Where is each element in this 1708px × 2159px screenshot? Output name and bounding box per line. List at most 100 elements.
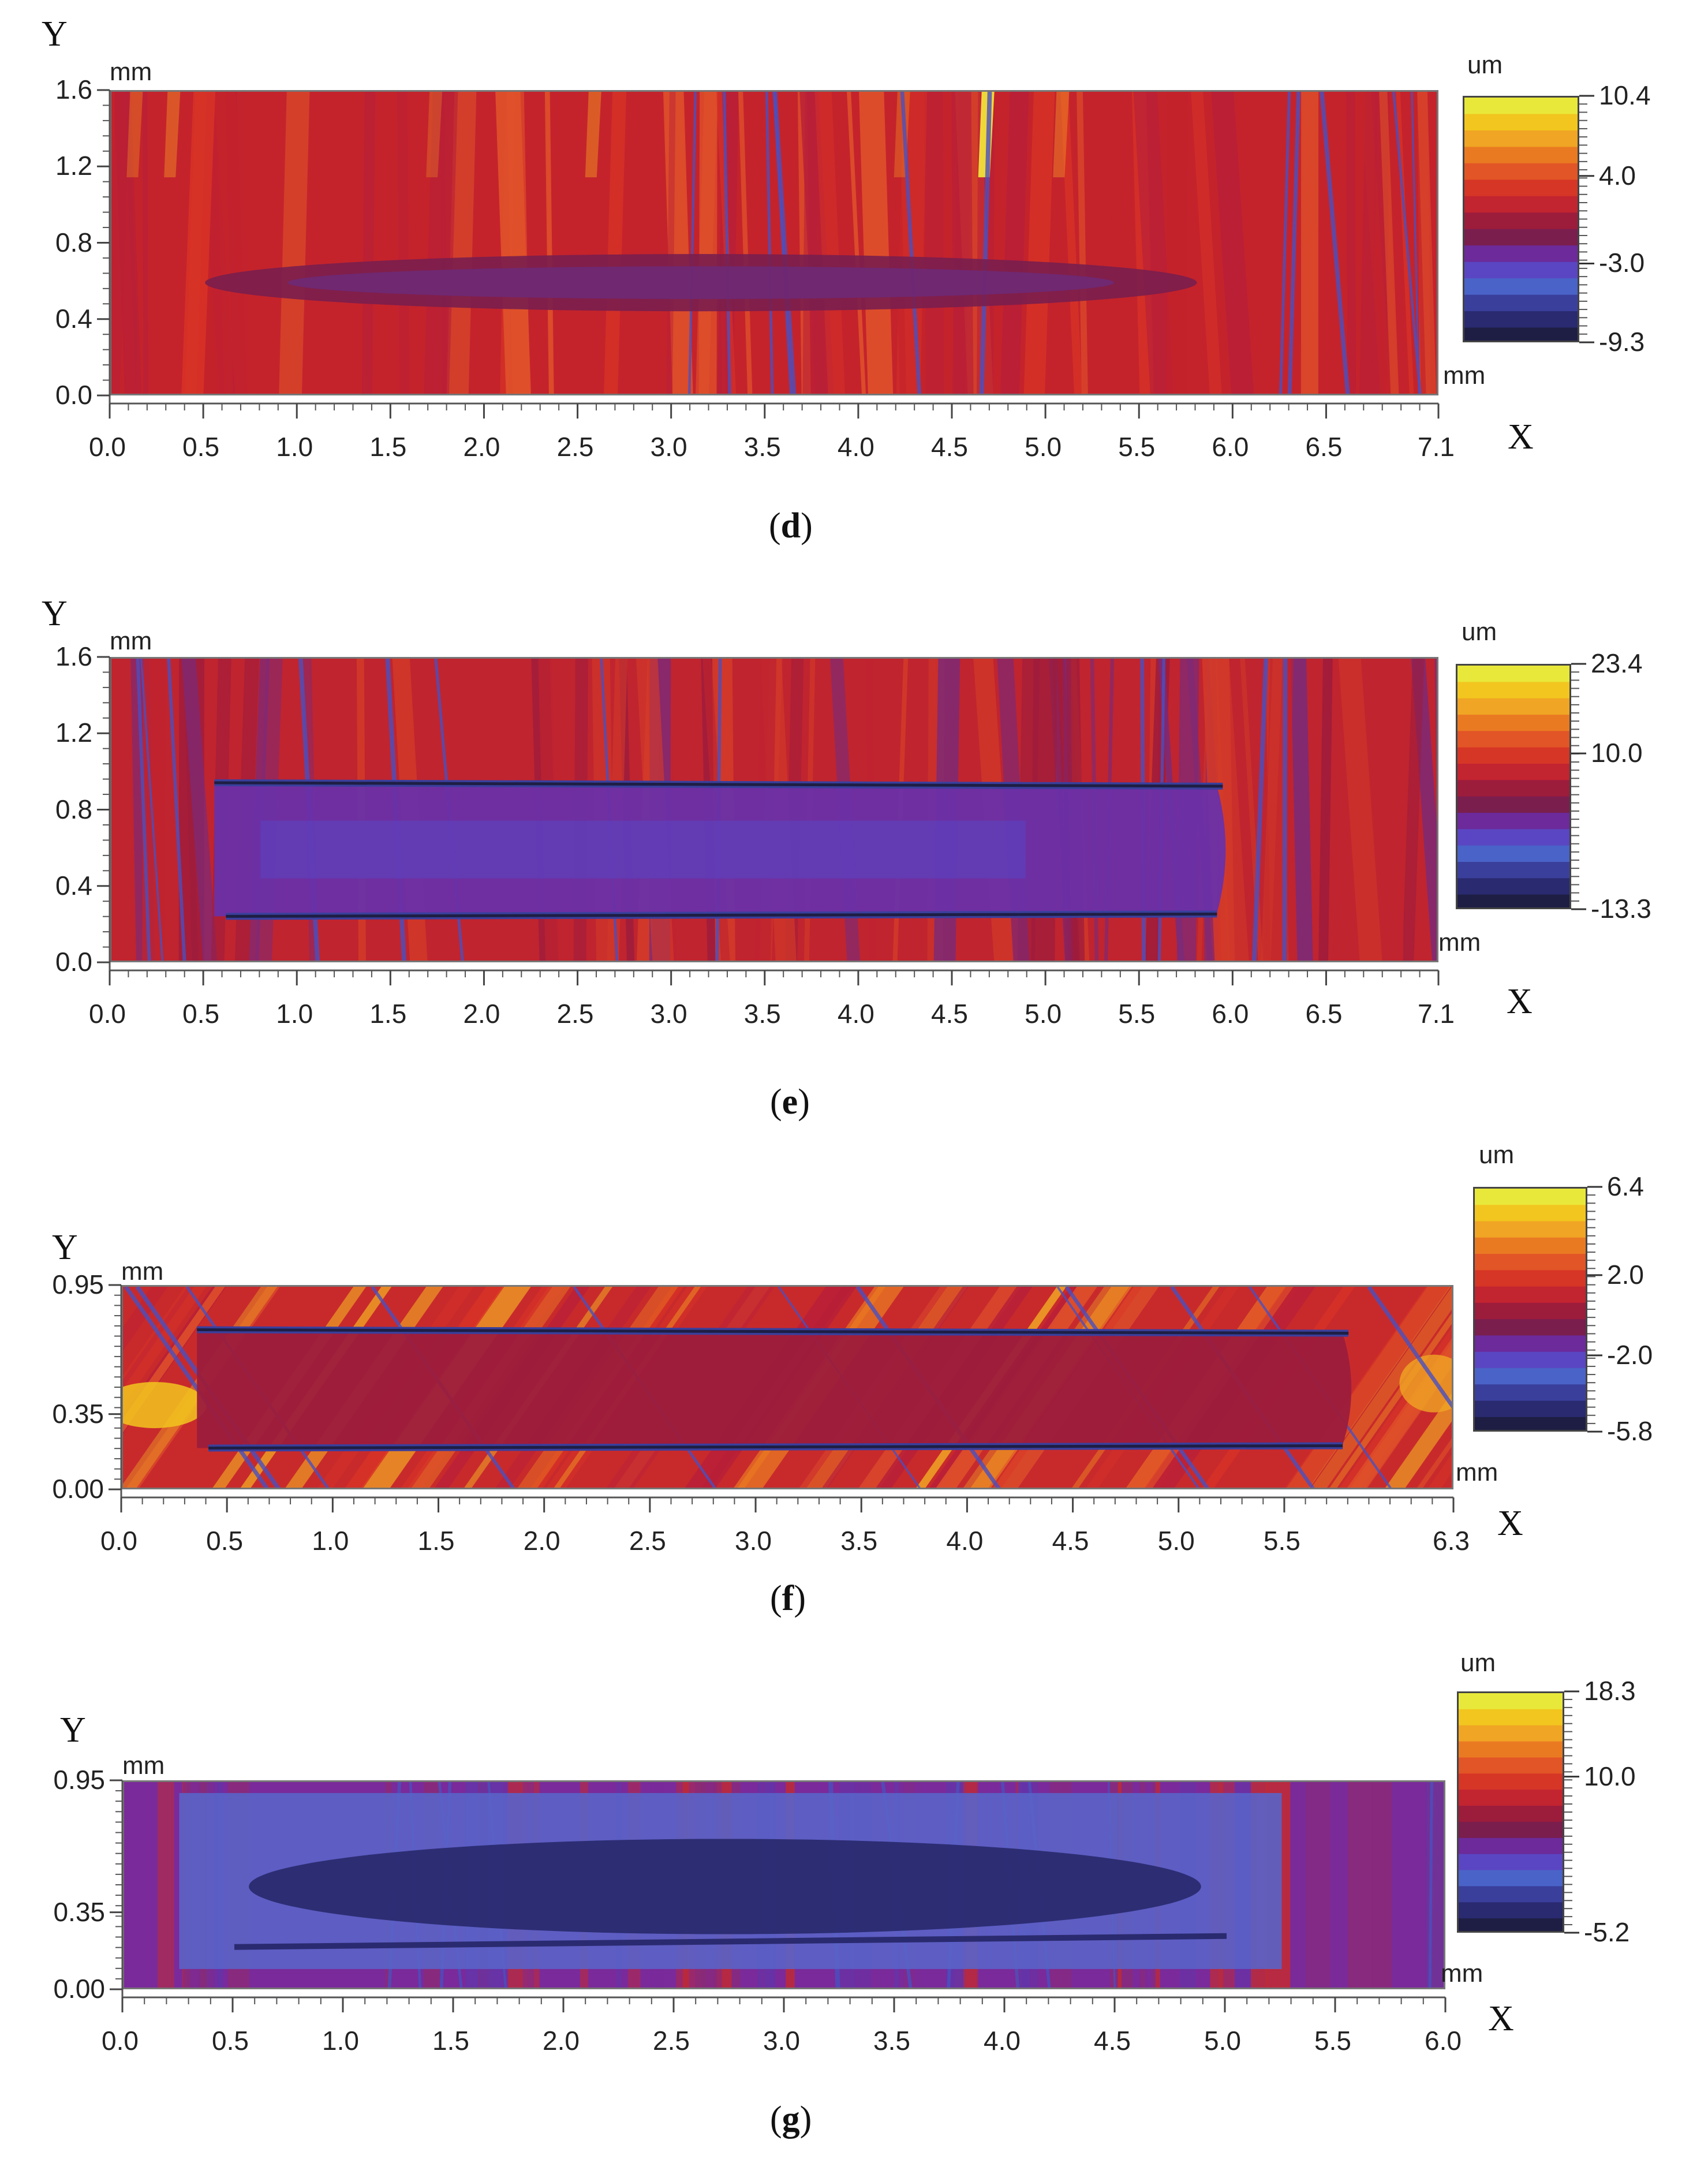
groove-region (197, 1329, 1352, 1448)
colorbar-tick-label: 10.4 (1599, 80, 1651, 110)
colorbar-band (1459, 1837, 1563, 1855)
x-tick-label: 0.5 (182, 432, 220, 462)
surface-streak (1077, 92, 1088, 394)
surface-streak (1191, 92, 1222, 394)
y-tick-label: 0.35 (52, 1398, 104, 1429)
y-tick-label: 0.0 (55, 947, 92, 977)
colorbar-band (1475, 1351, 1586, 1369)
y-tick-label: 0.95 (53, 1765, 105, 1795)
surface-scratch (1279, 92, 1291, 394)
surface-peak (164, 92, 181, 178)
colorbar-tick-label: -13.3 (1591, 894, 1651, 924)
surface-streak (1347, 1782, 1373, 1988)
colorbar-band (1459, 1886, 1563, 1903)
y-axis-letter: Y (42, 594, 68, 633)
surface-streak (185, 92, 207, 394)
colorbar-band (1457, 747, 1569, 764)
colorbar-band (1475, 1368, 1586, 1385)
colorbar-band (1457, 796, 1569, 813)
x-tick-label: 4.0 (984, 2026, 1021, 2056)
panel-caption-letter: g (782, 2100, 800, 2139)
colorbar-band (1459, 1725, 1563, 1742)
x-tick-label: 6.0 (1212, 999, 1249, 1029)
x-tick-label: 5.0 (1157, 1526, 1195, 1556)
surface-scratch (723, 92, 731, 394)
colorbar-band (1459, 1773, 1563, 1791)
surface-streak (1371, 1782, 1392, 1988)
x-tick-label: 2.0 (523, 1526, 560, 1556)
panel-caption: (g) (770, 2100, 812, 2139)
x-tick-label: 5.5 (1314, 2026, 1351, 2056)
x-tick-label: 1.0 (276, 999, 313, 1029)
colorbar-band (1459, 1741, 1563, 1758)
colorbar-tick-label: 2.0 (1607, 1259, 1644, 1290)
panel-caption: (f) (770, 1579, 806, 1618)
x-tick-label: 5.5 (1118, 999, 1156, 1029)
surface-streak (924, 92, 944, 394)
heatmap-plot (110, 90, 1438, 395)
x-tick-label: 2.0 (543, 2026, 580, 2056)
x-tick-label: 1.0 (312, 1526, 349, 1556)
colorbar-tick-label: -5.2 (1584, 1917, 1630, 1947)
x-axis-letter: X (1488, 1999, 1514, 2038)
surface-streak (1306, 1782, 1330, 1988)
x-tick-label: 0.5 (212, 2026, 249, 2056)
y-tick-label: 1.6 (55, 641, 92, 671)
heatmap-plot (121, 1285, 1453, 1489)
x-tick-label: 2.5 (629, 1526, 666, 1556)
x-tick-label: 1.5 (369, 999, 407, 1029)
x-tick-label: 3.5 (743, 432, 781, 462)
x-unit-label: mm (1456, 1458, 1498, 1486)
colorbar-band (1464, 262, 1578, 279)
surface-peak (1053, 92, 1070, 178)
x-tick-label: 3.0 (650, 999, 687, 1029)
surface-streak (181, 659, 218, 961)
colorbar-band (1464, 212, 1578, 230)
colorbar-band (1464, 245, 1578, 263)
x-tick-label: 3.5 (840, 1526, 878, 1556)
x-tick-label: 0.0 (89, 999, 126, 1029)
colorbar-band (1459, 1806, 1563, 1822)
surface-streak (1133, 92, 1174, 394)
colorbar-band (1475, 1417, 1586, 1430)
x-tick-label: 0.5 (182, 999, 220, 1029)
x-tick-label: 2.5 (556, 432, 594, 462)
surface-streak (1000, 92, 1029, 394)
surface-scratch (979, 92, 992, 394)
y-tick-label: 1.6 (55, 74, 92, 104)
panel-caption-letter: e (782, 1082, 798, 1122)
y-unit-label: mm (110, 627, 152, 655)
heatmap-plot (110, 657, 1438, 962)
surface-scratch (1320, 92, 1350, 394)
groove-edge-top-core (214, 781, 1223, 788)
x-tick-label: 3.0 (735, 1526, 772, 1556)
surface-scratch (900, 92, 921, 394)
surface-streak (397, 92, 410, 394)
y-tick-label: 0.0 (55, 380, 92, 410)
colorbar-tick-label: -5.8 (1607, 1416, 1653, 1446)
surface-scratch (688, 92, 697, 394)
groove-edge-bottom-core (226, 912, 1217, 918)
colorbar-band (1475, 1237, 1586, 1255)
groove-edge-top-core (197, 1328, 1349, 1335)
surface-streak (1399, 659, 1406, 961)
y-tick-label: 0.4 (55, 870, 92, 901)
colorbar-band (1475, 1400, 1586, 1418)
colorbar-band (1475, 1319, 1586, 1336)
x-tick-label: 3.0 (650, 432, 687, 462)
groove-core (249, 1839, 1201, 1934)
surface-streak (362, 92, 375, 394)
y-tick-label: 0.8 (55, 794, 92, 824)
colorbar-band (1459, 1709, 1563, 1726)
x-tick-label: 4.0 (837, 999, 874, 1029)
surface-peak (1399, 1354, 1452, 1413)
y-tick-label: 1.2 (55, 151, 92, 181)
x-tick-label: 0.0 (89, 432, 126, 462)
x-tick-label: 4.0 (837, 432, 874, 462)
x-tick-label: 2.0 (463, 432, 500, 462)
y-tick-label: 0.00 (53, 1974, 105, 2004)
x-tick-label: 1.5 (432, 2026, 469, 2056)
